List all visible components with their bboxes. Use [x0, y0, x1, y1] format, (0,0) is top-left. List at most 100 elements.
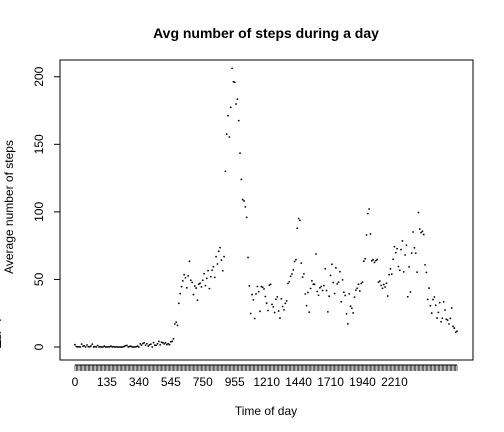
y-tick-label: 0 — [32, 343, 46, 350]
data-point — [167, 342, 170, 345]
data-point — [354, 289, 357, 292]
data-point — [175, 321, 178, 324]
data-point — [456, 330, 458, 333]
data-point — [147, 345, 150, 347]
data-point — [0, 335, 1, 338]
data-point — [157, 340, 160, 343]
data-point — [165, 343, 168, 346]
data-point — [144, 344, 147, 347]
x-tick-label: 1440 — [285, 375, 312, 389]
x-tick-label: 135 — [97, 375, 117, 389]
data-point — [330, 263, 333, 266]
data-point — [424, 263, 426, 266]
data-point — [382, 283, 385, 286]
data-point — [177, 302, 180, 305]
data-point — [251, 293, 253, 296]
data-point — [189, 279, 192, 282]
plot-frame — [59, 59, 474, 361]
data-point — [295, 258, 297, 261]
data-point — [179, 292, 182, 295]
data-point — [224, 170, 227, 173]
data-point — [377, 281, 380, 284]
data-point — [259, 310, 261, 313]
data-point — [260, 285, 263, 288]
data-point — [373, 261, 376, 264]
data-point — [293, 260, 296, 263]
x-tick-label: 1710 — [317, 375, 344, 389]
data-point — [215, 255, 217, 258]
data-point — [148, 343, 151, 346]
data-point — [346, 322, 349, 325]
data-point — [256, 285, 259, 288]
data-point — [386, 295, 389, 297]
data-point — [325, 289, 328, 292]
data-point — [414, 252, 417, 254]
data-point — [328, 295, 331, 298]
y-tick-label: 50 — [32, 272, 46, 286]
data-point — [299, 219, 301, 222]
data-point — [420, 231, 422, 234]
x-tick-label: 340 — [129, 375, 149, 389]
data-point — [196, 299, 199, 302]
data-point — [84, 346, 87, 348]
data-point — [365, 234, 368, 236]
data-point — [384, 286, 387, 288]
data-point — [349, 305, 352, 308]
data-point — [192, 293, 195, 296]
data-point — [120, 346, 123, 348]
data-point — [362, 260, 365, 263]
data-point — [209, 275, 212, 278]
data-point — [173, 323, 176, 325]
data-point — [208, 287, 211, 290]
data-point — [152, 341, 155, 344]
data-point — [401, 240, 404, 242]
data-point — [200, 285, 203, 288]
data-point — [432, 298, 434, 301]
data-point — [161, 341, 164, 344]
data-point — [317, 294, 320, 297]
data-point — [322, 284, 325, 287]
data-point — [199, 282, 202, 285]
data-point — [159, 343, 162, 346]
data-point — [140, 344, 143, 347]
data-point — [324, 267, 327, 270]
data-point — [374, 259, 377, 262]
data-point — [236, 98, 239, 101]
data-point — [297, 217, 300, 220]
data-point — [264, 295, 267, 298]
data-point — [340, 300, 343, 303]
data-point — [446, 319, 449, 322]
data-point — [261, 286, 264, 289]
data-point — [0, 331, 1, 334]
data-point — [193, 285, 196, 287]
data-point — [130, 345, 132, 348]
data-point — [265, 302, 268, 304]
data-point — [388, 273, 391, 276]
data-point — [315, 253, 317, 255]
data-point — [329, 274, 332, 277]
data-point — [337, 281, 340, 284]
data-point — [247, 256, 249, 259]
data-point — [430, 312, 433, 314]
data-point — [429, 304, 432, 307]
data-point — [301, 276, 304, 279]
data-point — [422, 233, 425, 236]
data-point — [281, 305, 284, 308]
data-point — [116, 346, 119, 348]
data-point — [239, 152, 241, 155]
data-point — [207, 269, 210, 272]
data-point — [212, 265, 215, 268]
data-point — [279, 317, 281, 319]
data-point — [320, 285, 323, 288]
data-point — [168, 343, 171, 346]
data-point — [180, 285, 183, 288]
data-point — [181, 280, 184, 282]
data-point — [106, 346, 108, 348]
data-point — [389, 267, 392, 270]
data-point — [74, 343, 76, 346]
data-point — [305, 304, 308, 307]
data-point — [361, 281, 364, 284]
data-point — [321, 289, 324, 292]
data-point — [143, 341, 146, 344]
